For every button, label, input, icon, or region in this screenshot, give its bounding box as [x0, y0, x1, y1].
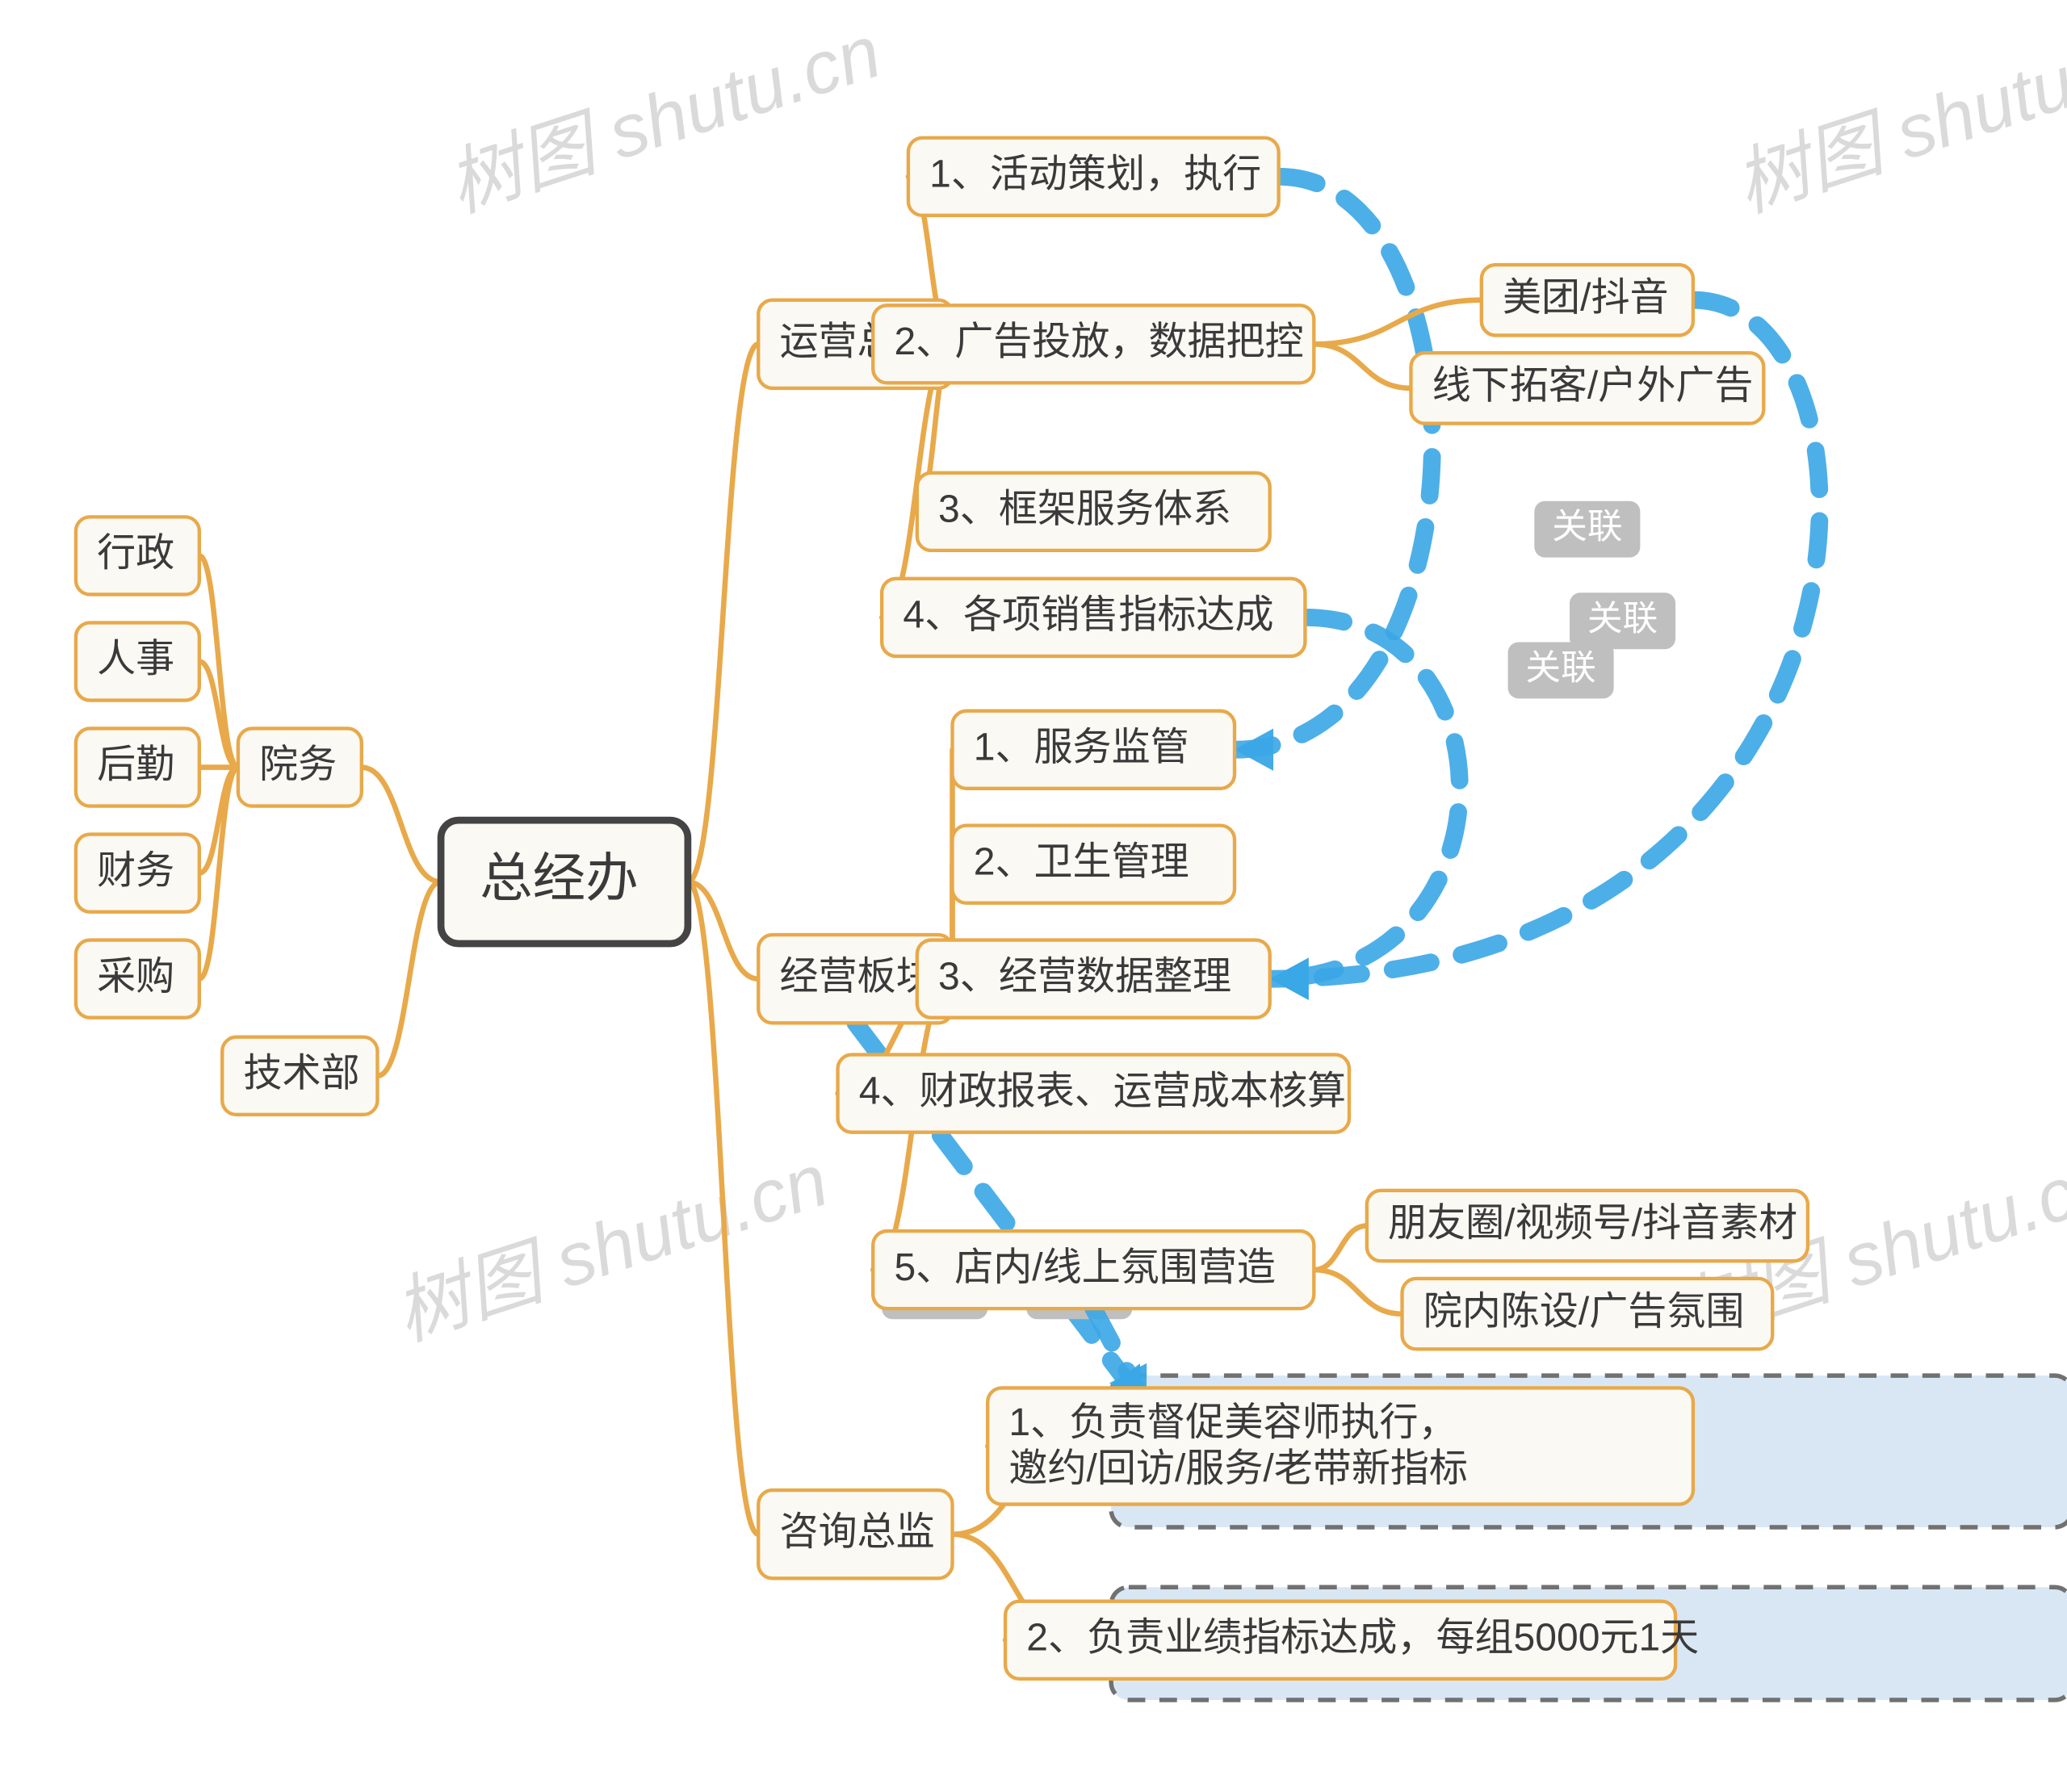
node-label: 朋友圈/视频号/抖音素材 [1388, 1202, 1797, 1245]
node-label: 院务 [259, 743, 337, 786]
tree-node: 咨询总监 [758, 1490, 952, 1578]
tree-edge [688, 882, 758, 1535]
node-label: 3、经营数据整理 [938, 955, 1231, 998]
node-label: 1、活动策划，执行 [929, 153, 1261, 195]
relation-tag-label: 关联 [1587, 599, 1658, 639]
node-label: 院内陈设/广告氛围 [1423, 1290, 1745, 1333]
relation-arrow [1270, 957, 1309, 999]
relation-arrow [1235, 728, 1273, 770]
tree-node: 4、财政报表、运营成本核算 [838, 1055, 1349, 1133]
tree-node: 院务 [238, 728, 362, 806]
node-label: 1、负责督促美容师执行， [1008, 1401, 1457, 1444]
tree-edge [688, 344, 758, 881]
node-label: 采购 [97, 955, 174, 998]
tree-node: 5、店内/线上氛围营造 [873, 1231, 1314, 1308]
node-label: 技术部 [243, 1052, 359, 1095]
mindmap-canvas: 树图 shutu.cn树图 shutu.cn树图 shutu.cn树图 shut… [0, 0, 2067, 1792]
relation-tag-label: 关联 [1552, 507, 1622, 546]
tree-node: 4、各项销售指标达成 [882, 579, 1305, 656]
tree-edge [1314, 1225, 1367, 1270]
root-node: 总经办 [441, 820, 688, 944]
node-label: 4、财政报表、运营成本核算 [859, 1070, 1346, 1112]
relation-link [1235, 177, 1432, 750]
node-label: 1、服务监管 [974, 726, 1189, 768]
tree-node: 院内陈设/广告氛围 [1402, 1279, 1773, 1349]
tree-edge [362, 768, 441, 882]
tree-node: 后勤 [76, 728, 199, 806]
tree-edge [1314, 344, 1411, 388]
relation-tag-label: 关联 [1525, 648, 1595, 688]
tree-node: 财务 [76, 835, 199, 912]
tree-node: 线下拓客/户外广告 [1411, 353, 1763, 423]
node-label: 美团/抖音 [1503, 276, 1669, 319]
tree-node: 朋友圈/视频号/抖音素材 [1367, 1191, 1808, 1261]
tree-node: 3、经营数据整理 [917, 940, 1270, 1018]
tree-node: 技术部 [222, 1037, 377, 1115]
watermark: 树图 shutu.cn [1725, 10, 2067, 228]
tree-node: 1、服务监管 [953, 711, 1235, 789]
tree-edge [1314, 300, 1482, 345]
node-label: 总经办 [480, 848, 639, 907]
node-label: 2、卫生管理 [974, 840, 1189, 883]
node-label: 行政 [97, 532, 174, 575]
node-label: 2、负责业绩指标达成，每组5000元1天 [1026, 1616, 1699, 1659]
tree-edge [1314, 1270, 1402, 1314]
node-label: 后勤 [97, 743, 174, 786]
node-label: 线下拓客/户外广告 [1432, 365, 1754, 408]
node-label: 3、框架服务体系 [938, 488, 1231, 531]
tree-node: 1、负责督促美容师执行，邀约/回访/服务/老带新指标 [987, 1388, 1693, 1504]
tree-node: 2、卫生管理 [953, 826, 1235, 903]
node-label: 2、广告投放，数据把控 [894, 320, 1303, 363]
tree-edge [377, 882, 441, 1076]
watermark: 树图 shutu.cn [385, 1139, 837, 1356]
node-label: 邀约/回访/服务/老带新指标 [1008, 1447, 1468, 1490]
tree-node: 采购 [76, 940, 199, 1018]
tree-node: 行政 [76, 517, 199, 594]
watermark: 树图 shutu.cn [438, 10, 891, 228]
node-label: 人事 [97, 638, 174, 680]
node-label: 财务 [97, 849, 174, 892]
node-label: 经营板块 [779, 955, 934, 998]
node-label: 4、各项销售指标达成 [903, 594, 1273, 637]
tree-node: 美团/抖音 [1482, 265, 1693, 335]
tree-node: 3、框架服务体系 [917, 473, 1270, 551]
tree-node: 1、活动策划，执行 [908, 138, 1279, 216]
tree-node: 2、负责业绩指标达成，每组5000元1天 [1005, 1601, 1699, 1679]
tree-node: 人事 [76, 622, 199, 700]
node-label: 咨询总监 [779, 1510, 934, 1553]
tree-node: 2、广告投放，数据把控 [873, 305, 1314, 383]
node-label: 5、店内/线上氛围营造 [894, 1246, 1276, 1289]
